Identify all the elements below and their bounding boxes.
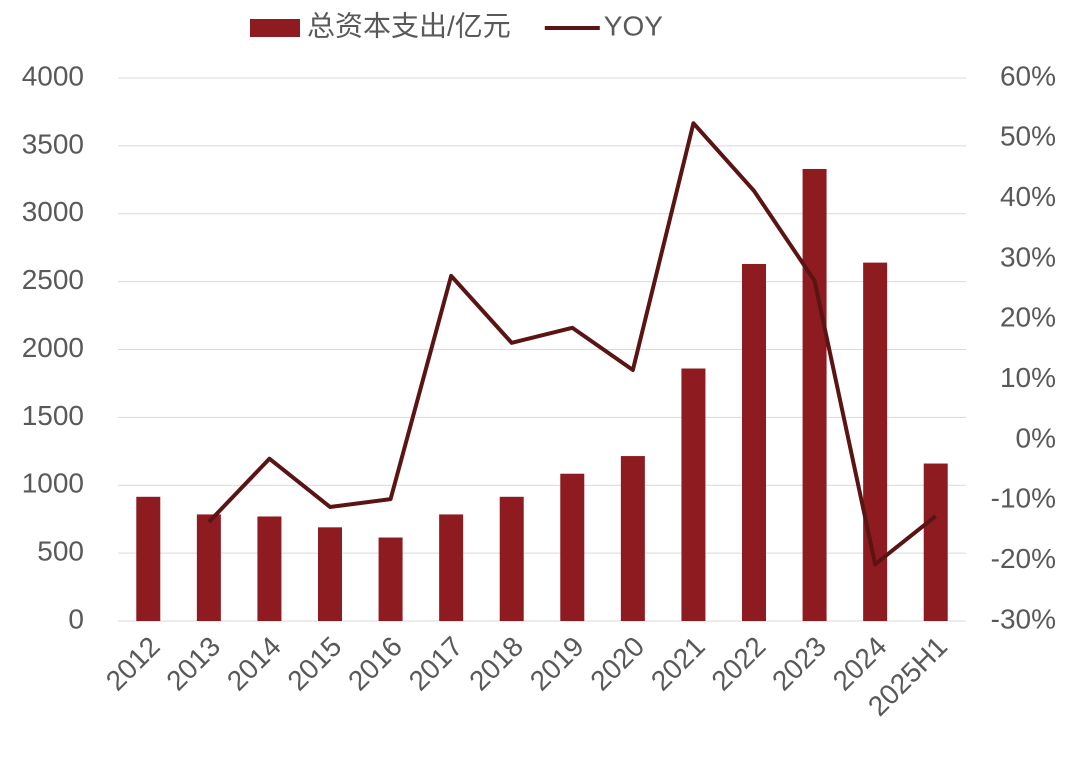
y2-tick-label: 60% [1000, 60, 1056, 91]
x-tick-label: 2014 [221, 631, 287, 697]
bar [136, 496, 161, 621]
bar [318, 527, 342, 621]
y2-tick-label: 20% [1000, 302, 1056, 333]
y-tick-label: 1000 [22, 468, 84, 499]
bar [923, 463, 948, 621]
legend-label: YOY [604, 10, 663, 41]
legend-swatch [250, 19, 300, 37]
y2-tick-label: 40% [1000, 181, 1056, 212]
y-tick-label: 3500 [22, 128, 84, 159]
y-tick-label: 0 [68, 603, 84, 634]
x-tick-label: 2020 [584, 631, 650, 697]
x-tick-label: 2019 [524, 631, 590, 697]
bar [439, 514, 464, 621]
bar [681, 368, 706, 621]
bar [560, 473, 585, 621]
x-tick-label: 2021 [645, 631, 711, 697]
y2-tick-label: 10% [1000, 362, 1056, 393]
y2-tick-label: 50% [1000, 121, 1056, 152]
x-tick-label: 2012 [100, 631, 166, 697]
x-tick-label: 2023 [766, 631, 832, 697]
bar [802, 168, 827, 621]
bar [257, 516, 282, 621]
x-tick-label: 2013 [160, 631, 226, 697]
bar [378, 537, 403, 621]
y-tick-label: 1500 [22, 400, 84, 431]
x-tick-label: 2018 [463, 631, 529, 697]
bar [499, 496, 524, 621]
bar [196, 514, 221, 621]
x-tick-label: 2016 [342, 631, 408, 697]
legend-label: 总资本支出/亿元 [307, 10, 511, 41]
y-tick-label: 4000 [22, 60, 84, 91]
bar [620, 456, 645, 621]
x-tick-label: 2017 [403, 631, 469, 697]
y-tick-label: 2000 [22, 332, 84, 363]
y2-tick-label: -20% [991, 543, 1056, 574]
line [207, 121, 937, 567]
bar [863, 262, 888, 621]
y2-tick-label: 30% [1000, 241, 1056, 272]
y-tick-label: 500 [37, 536, 84, 567]
x-tick-label: 2022 [705, 631, 771, 697]
y2-tick-label: 0% [1016, 422, 1056, 453]
y2-tick-label: -30% [991, 603, 1056, 634]
y-tick-label: 2500 [22, 264, 84, 295]
x-tick-label: 2015 [281, 631, 347, 697]
bar [742, 263, 766, 621]
y2-tick-label: -10% [991, 483, 1056, 514]
y-tick-label: 3000 [22, 196, 84, 227]
